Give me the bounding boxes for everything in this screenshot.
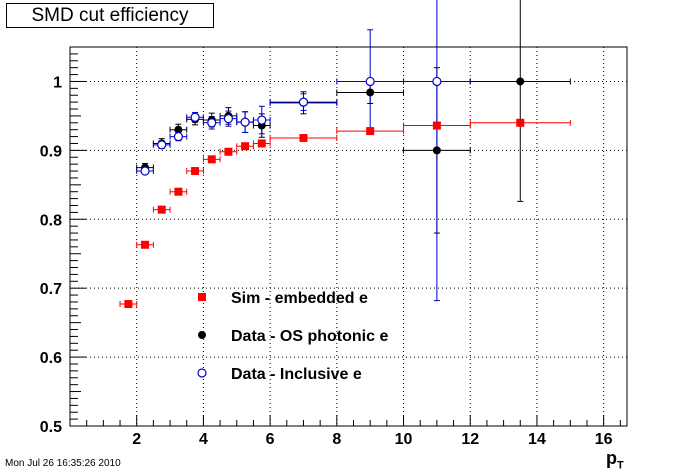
timestamp: Mon Jul 26 16:35:26 2010 (5, 458, 121, 469)
x-tick-label: 6 (266, 431, 275, 448)
y-tick-label: 0.8 (40, 212, 62, 229)
data-point-square (516, 118, 525, 127)
data-point-open-circle (365, 76, 375, 87)
data-point-square (157, 205, 166, 214)
x-axis-label: pT (606, 448, 624, 472)
data-point-square (257, 139, 266, 148)
data-point-square (174, 187, 183, 196)
data-point-square (366, 127, 375, 136)
data-point-open-circle (240, 117, 250, 127)
data-point-square (432, 121, 441, 130)
x-axis-label-subscript: T (617, 459, 624, 472)
data-point-circle (516, 77, 525, 86)
data-point-open-circle (432, 76, 442, 87)
plot-frame (69, 46, 628, 427)
data-point-open-circle (140, 166, 150, 176)
legend-marker-circle (198, 331, 206, 339)
x-tick-label: 12 (461, 431, 479, 448)
title-box: SMD cut efficiency (6, 3, 214, 28)
data-point-open-circle (223, 114, 234, 124)
data-point-circle (432, 146, 441, 155)
y-tick-label: 0.9 (40, 143, 62, 160)
legend: Sim - embedded e Data - OS photonic e Data… (197, 290, 388, 383)
data-point-square (124, 300, 133, 309)
x-axis-label-main: p (606, 448, 617, 468)
x-tick-label: 4 (199, 431, 208, 448)
data-point-open-circle (298, 97, 309, 107)
legend-label: Data - OS photonic e (231, 328, 388, 345)
data-point-circle (174, 125, 183, 134)
data-markers (124, 76, 525, 309)
data-point-open-circle (257, 115, 267, 125)
data-point-square (191, 167, 200, 176)
y-tick-label: 0.6 (40, 350, 62, 367)
x-tick-label: 16 (595, 431, 613, 448)
x-tick-label: 10 (395, 431, 413, 448)
data-point-square (224, 147, 233, 156)
data-point-circle (366, 88, 375, 97)
y-tick-label: 1 (53, 74, 62, 91)
y-tick-label: 0.5 (40, 419, 62, 436)
data-point-square (299, 133, 308, 142)
y-tick-label: 0.7 (40, 281, 62, 298)
x-tick-label: 2 (132, 431, 141, 448)
legend-marker-open-circle (197, 368, 207, 378)
x-tick-label: 14 (528, 431, 546, 448)
data-point-square (141, 240, 150, 249)
legend-marker-square (198, 293, 206, 301)
chart-title: SMD cut efficiency (31, 4, 189, 26)
legend-label: Data - Inclusive e (231, 366, 362, 383)
data-point-square (207, 155, 216, 164)
data-point-open-circle (190, 112, 200, 122)
legend-label: Sim - embedded e (231, 290, 368, 307)
data-point-open-circle (157, 140, 167, 150)
x-tick-label: 8 (332, 431, 341, 448)
error-bars (119, 0, 571, 308)
data-point-open-circle (173, 131, 183, 142)
axis-ticks: 2 4 6 8 10 12 14 16 0.5 0.6 0.7 0.8 0.9 1 (40, 53, 621, 448)
data-point-open-circle (207, 118, 217, 128)
data-point-square (241, 142, 250, 151)
